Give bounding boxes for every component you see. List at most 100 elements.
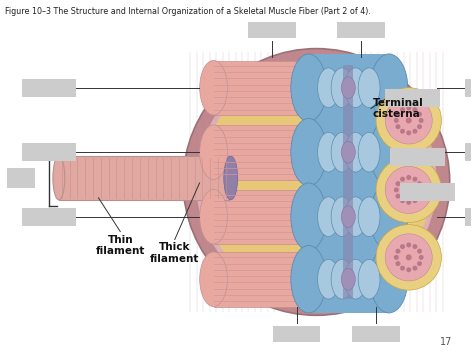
Ellipse shape	[345, 260, 366, 299]
Bar	[273, 326, 320, 342]
Bar	[343, 65, 353, 299]
Circle shape	[406, 187, 412, 193]
Ellipse shape	[291, 119, 327, 186]
Ellipse shape	[345, 197, 366, 236]
Ellipse shape	[291, 245, 327, 313]
Bar	[214, 61, 316, 115]
Circle shape	[406, 267, 411, 272]
Bar	[400, 183, 455, 201]
Circle shape	[400, 177, 405, 182]
Text: Terminal
cisterna: Terminal cisterna	[373, 98, 424, 119]
Ellipse shape	[318, 260, 339, 299]
Circle shape	[406, 255, 412, 260]
Bar	[22, 208, 76, 226]
Circle shape	[406, 242, 411, 247]
Circle shape	[412, 244, 418, 249]
Ellipse shape	[200, 252, 228, 306]
Ellipse shape	[291, 54, 327, 121]
Text: Figure 10–3 The Structure and Internal Organization of a Skeletal Muscle Fiber (: Figure 10–3 The Structure and Internal O…	[5, 7, 371, 16]
Circle shape	[412, 107, 418, 112]
Circle shape	[376, 225, 441, 290]
Text: Thick
filament: Thick filament	[150, 242, 200, 264]
Ellipse shape	[224, 156, 237, 200]
Bar	[465, 208, 474, 226]
Bar	[309, 245, 389, 313]
Circle shape	[400, 107, 405, 112]
Circle shape	[406, 130, 411, 135]
Bar	[465, 79, 474, 97]
Ellipse shape	[201, 65, 432, 299]
Circle shape	[419, 118, 424, 123]
Circle shape	[417, 112, 422, 117]
Ellipse shape	[370, 54, 408, 121]
Ellipse shape	[318, 68, 339, 108]
Ellipse shape	[200, 190, 228, 244]
Circle shape	[395, 248, 401, 253]
Circle shape	[417, 193, 422, 198]
Circle shape	[395, 181, 401, 186]
Ellipse shape	[183, 49, 450, 315]
Ellipse shape	[341, 77, 355, 99]
Ellipse shape	[370, 245, 408, 313]
Circle shape	[385, 166, 432, 213]
Circle shape	[400, 198, 405, 203]
Circle shape	[406, 175, 411, 180]
Circle shape	[395, 261, 401, 266]
Bar	[214, 252, 316, 307]
Circle shape	[412, 198, 418, 203]
Ellipse shape	[331, 68, 353, 108]
Circle shape	[417, 124, 422, 129]
Bar	[59, 156, 229, 200]
Ellipse shape	[318, 132, 339, 172]
Bar	[309, 119, 389, 186]
Circle shape	[400, 129, 405, 134]
Ellipse shape	[318, 197, 339, 236]
Ellipse shape	[53, 156, 65, 200]
Ellipse shape	[358, 132, 380, 172]
Circle shape	[395, 193, 401, 198]
Ellipse shape	[331, 197, 353, 236]
Circle shape	[417, 248, 422, 253]
Bar	[22, 143, 76, 161]
Circle shape	[400, 266, 405, 271]
Circle shape	[412, 266, 418, 271]
Text: 17: 17	[440, 337, 452, 347]
Circle shape	[394, 255, 399, 260]
Bar	[214, 190, 316, 245]
Ellipse shape	[358, 68, 380, 108]
Ellipse shape	[370, 183, 408, 250]
Circle shape	[406, 105, 411, 110]
Circle shape	[406, 200, 411, 205]
Ellipse shape	[331, 132, 353, 172]
Circle shape	[419, 255, 424, 260]
Circle shape	[385, 97, 432, 144]
Circle shape	[412, 177, 418, 182]
Bar	[309, 183, 389, 250]
Ellipse shape	[358, 197, 380, 236]
Circle shape	[376, 88, 441, 153]
Circle shape	[395, 112, 401, 117]
Circle shape	[385, 234, 432, 281]
Ellipse shape	[320, 126, 435, 238]
Ellipse shape	[196, 60, 437, 304]
Bar	[214, 125, 316, 180]
Ellipse shape	[341, 141, 355, 163]
Circle shape	[417, 181, 422, 186]
Circle shape	[376, 157, 441, 223]
Ellipse shape	[345, 132, 366, 172]
Ellipse shape	[345, 68, 366, 108]
Circle shape	[417, 261, 422, 266]
Ellipse shape	[291, 183, 327, 250]
Circle shape	[406, 118, 412, 124]
Circle shape	[419, 187, 424, 192]
Circle shape	[395, 124, 401, 129]
Bar	[309, 54, 389, 121]
Ellipse shape	[331, 260, 353, 299]
Ellipse shape	[341, 268, 355, 290]
Ellipse shape	[370, 119, 408, 186]
Ellipse shape	[358, 260, 380, 299]
Bar	[337, 22, 385, 38]
Ellipse shape	[200, 125, 228, 180]
Circle shape	[394, 118, 399, 123]
Bar	[352, 326, 400, 342]
